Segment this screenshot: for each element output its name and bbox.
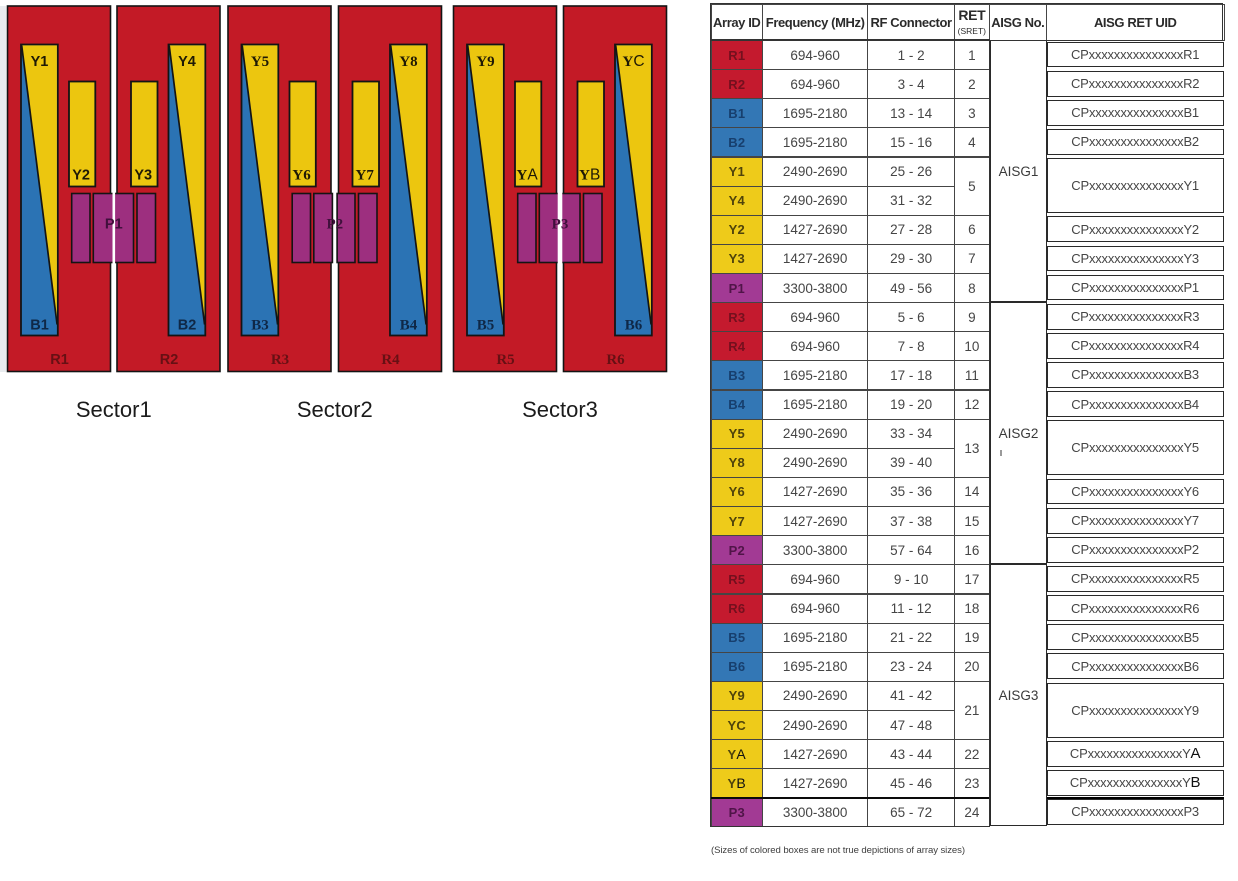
svg-text:R5: R5 — [496, 352, 514, 368]
svg-text:R3: R3 — [271, 352, 289, 368]
svg-text:R2: R2 — [160, 352, 179, 368]
svg-text:Sector3: Sector3 — [522, 397, 598, 422]
svg-text:Sector2: Sector2 — [297, 397, 373, 422]
svg-text:B5: B5 — [477, 318, 495, 334]
svg-text:YA: YA — [517, 167, 539, 184]
svg-text:P3: P3 — [552, 217, 569, 233]
svg-text:P2: P2 — [326, 217, 343, 233]
svg-text:B3: B3 — [251, 318, 269, 334]
svg-text:B2: B2 — [178, 318, 197, 334]
svg-text:B4: B4 — [400, 318, 418, 334]
svg-text:Y6: Y6 — [292, 168, 311, 184]
svg-text:Sector1: Sector1 — [76, 397, 152, 422]
svg-text:Y1: Y1 — [31, 54, 49, 70]
svg-text:Y8: Y8 — [399, 54, 417, 70]
svg-text:R1: R1 — [50, 352, 69, 368]
svg-text:Y9: Y9 — [476, 54, 494, 70]
svg-text:R6: R6 — [606, 352, 625, 368]
svg-text:Y2: Y2 — [72, 168, 90, 184]
svg-text:YB: YB — [579, 167, 600, 184]
svg-text:YC: YC — [622, 53, 644, 70]
svg-text:Y4: Y4 — [178, 54, 196, 70]
svg-text:Y7: Y7 — [356, 168, 375, 184]
svg-text:Y5: Y5 — [251, 54, 269, 70]
svg-text:P1: P1 — [105, 217, 123, 233]
svg-text:B1: B1 — [30, 318, 49, 334]
svg-text:B6: B6 — [625, 318, 643, 334]
svg-text:Y3: Y3 — [134, 168, 152, 184]
svg-text:R4: R4 — [381, 352, 400, 368]
